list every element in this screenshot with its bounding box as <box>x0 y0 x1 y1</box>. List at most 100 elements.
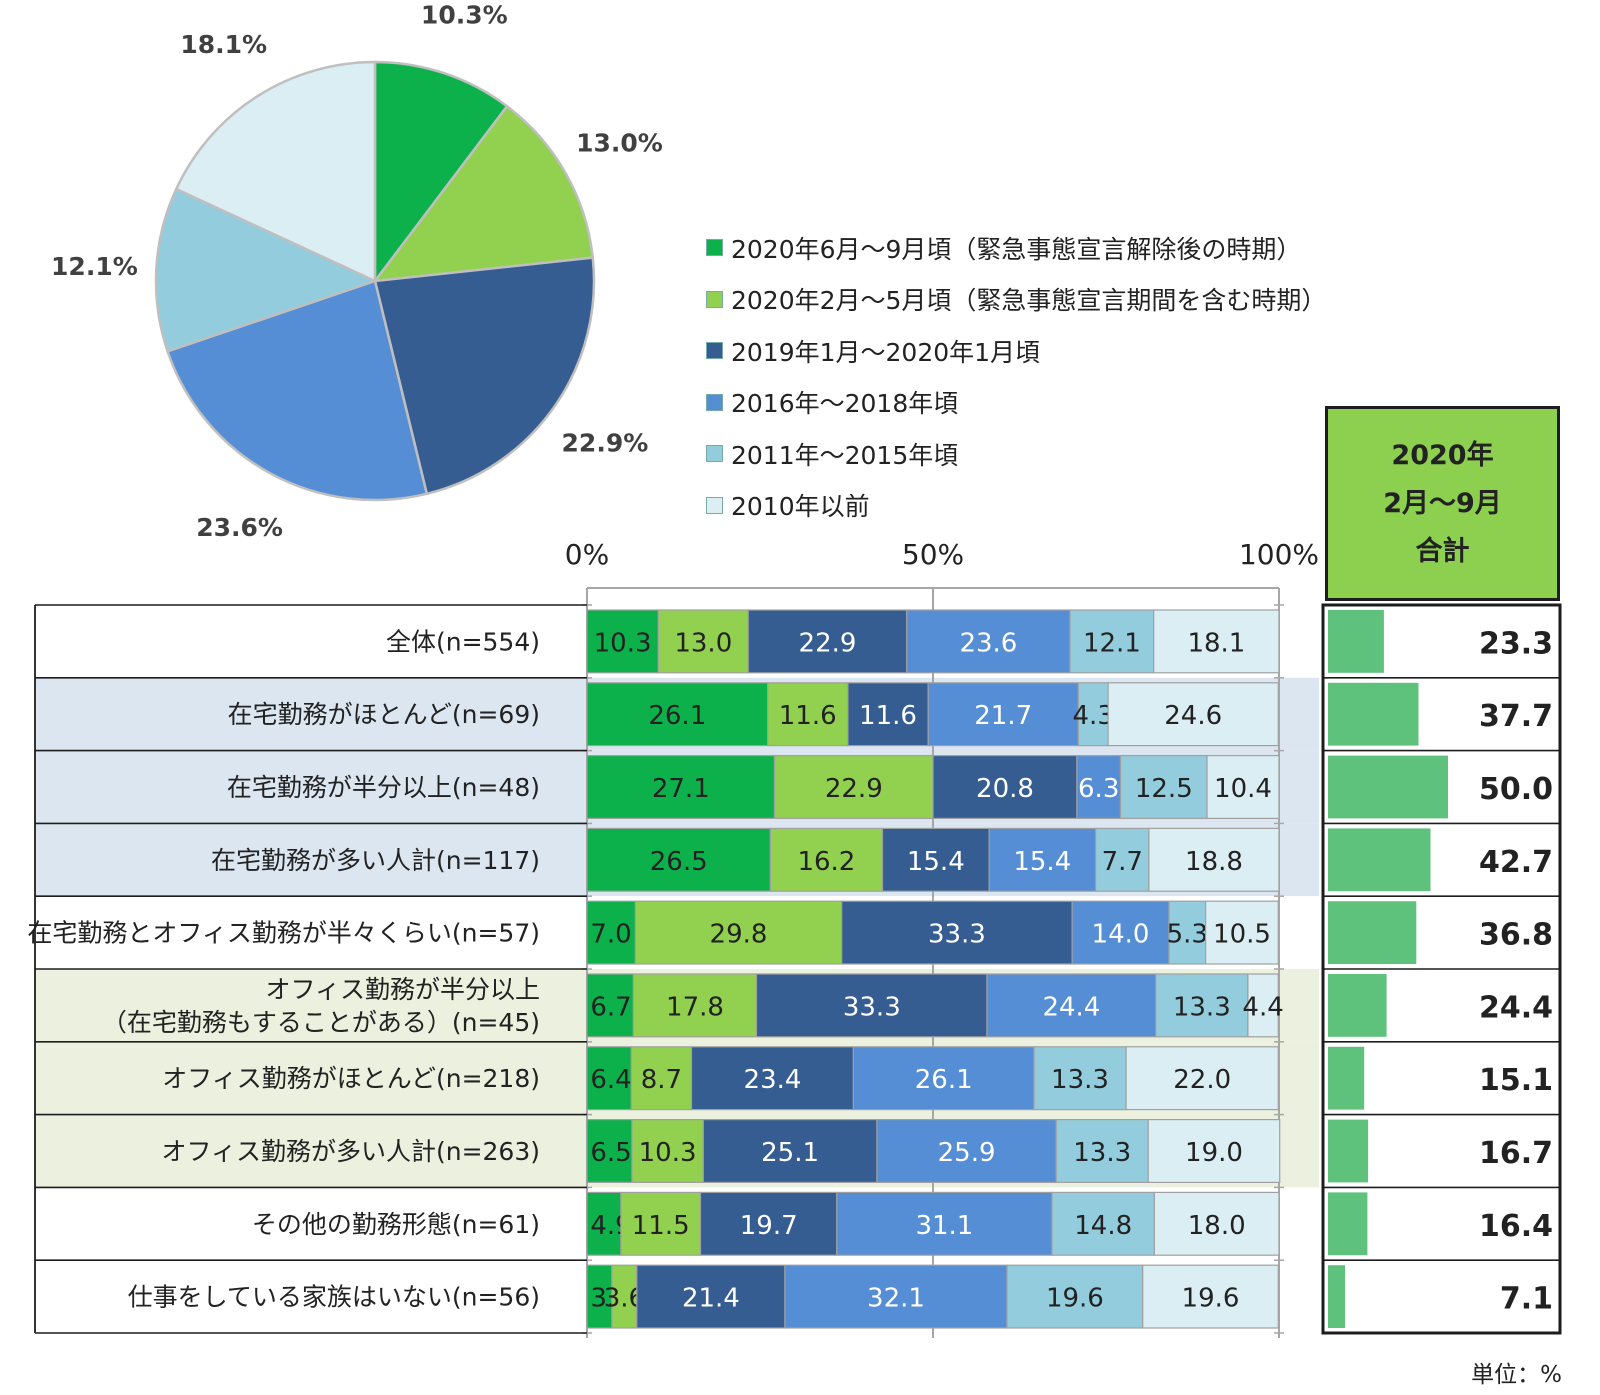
bar-segment <box>1055 1118 1149 1183</box>
legend-label: 2011年～2015年頃 <box>731 440 959 470</box>
pie-label: 23.6% <box>196 513 283 542</box>
bar-segment <box>841 900 1073 965</box>
total-bar <box>1328 1119 1369 1183</box>
total-bar <box>1328 610 1384 673</box>
bar-value-label: 32.1 <box>867 1284 925 1314</box>
total-bar <box>1328 1192 1368 1256</box>
legend-item: 2020年6月～9月頃（緊急事態宣言解除後の時期） <box>706 222 1326 274</box>
bar-value-label: 8.7 <box>641 1065 682 1095</box>
bar-segment <box>690 1046 854 1111</box>
bar-value-label: 26.5 <box>650 847 708 877</box>
total-bar <box>1328 682 1419 746</box>
bar-segment <box>852 1046 1035 1111</box>
total-value-label: 42.7 <box>1479 845 1553 880</box>
legend: 2020年6月～9月頃（緊急事態宣言解除後の時期） 2020年2月～5月頃（緊急… <box>706 222 1326 531</box>
bar-value-label: 10.3 <box>594 628 652 658</box>
bar-segment <box>766 682 849 747</box>
bar-segment <box>1076 754 1122 819</box>
x-tick-label: 0% <box>565 538 609 571</box>
bar-value-label: 14.0 <box>1092 920 1150 950</box>
bar-value-label: 5.3 <box>1167 920 1208 950</box>
category-label: 在宅勤務が半分以上(n=48) <box>227 773 540 802</box>
pie-slice <box>373 256 596 496</box>
bar-segment <box>1033 1046 1127 1111</box>
bar-value-label: 13.3 <box>1073 1138 1131 1168</box>
bar-segment <box>1071 900 1170 965</box>
bar-value-label: 18.8 <box>1185 847 1243 877</box>
bar-segment <box>1148 827 1280 892</box>
bar-value-label: 19.7 <box>740 1211 798 1241</box>
category-label: 全体(n=554) <box>386 627 540 656</box>
bar-segment <box>631 1118 704 1183</box>
bar-value-label: 6.5 <box>590 1138 631 1168</box>
pie-label: 12.1% <box>51 252 138 281</box>
bar-segment <box>1153 1191 1280 1256</box>
bar-value-label: 11.5 <box>632 1211 690 1241</box>
bar-segment <box>586 900 637 965</box>
bar-value-label: 29.8 <box>710 920 768 950</box>
total-value-label: 15.1 <box>1479 1063 1553 1098</box>
total-bar <box>1328 1046 1365 1110</box>
bar-segment <box>906 609 1071 674</box>
category-label: オフィス勤務がほとんど(n=218) <box>162 1064 540 1093</box>
bar-value-label: 22.9 <box>825 774 883 804</box>
total-value-label: 36.8 <box>1479 918 1553 953</box>
total-header-line: 2月～9月 <box>1383 488 1502 519</box>
bar-value-label: 27.1 <box>652 774 710 804</box>
category-label: その他の勤務形態(n=61) <box>252 1210 540 1239</box>
bar-value-label: 24.6 <box>1164 701 1222 731</box>
bar-value-label: 20.8 <box>976 774 1034 804</box>
bar-value-label: 19.6 <box>1046 1284 1104 1314</box>
legend-label: 2016年～2018年頃 <box>731 389 959 419</box>
bar-value-label: 14.8 <box>1074 1211 1132 1241</box>
bar-value-label: 19.6 <box>1182 1284 1240 1314</box>
bar-segment <box>586 1191 622 1256</box>
total-value-label: 37.7 <box>1479 699 1553 734</box>
bar-value-label: 25.9 <box>938 1138 996 1168</box>
total-bar <box>1328 755 1448 819</box>
legend-swatch <box>706 290 723 308</box>
total-column-header: 2020年 2月～9月 合計 <box>1325 406 1560 601</box>
legend-swatch <box>706 239 723 257</box>
bar-segment <box>747 609 908 674</box>
bar-value-label: 10.3 <box>639 1138 697 1168</box>
category-label: 在宅勤務が多い人計(n=117) <box>211 846 540 875</box>
category-label: （在宅勤務もすることがある）(n=45) <box>102 1008 540 1037</box>
bar-segment <box>586 682 769 747</box>
legend-label: 2019年1月～2020年1月頃 <box>731 337 1041 367</box>
bar-segment <box>586 1046 632 1111</box>
pie-slice <box>373 60 509 285</box>
bar-segment <box>1153 609 1280 674</box>
total-value-label: 16.4 <box>1479 1209 1553 1244</box>
category-label: 在宅勤務がほとんど(n=69) <box>228 700 540 729</box>
category-label: 仕事をしている家族はいない(n=56) <box>128 1283 540 1312</box>
bar-value-label: 19.0 <box>1185 1138 1243 1168</box>
bar-value-label: 18.0 <box>1188 1211 1246 1241</box>
legend-label: 2020年2月～5月頃（緊急事態宣言期間を含む時期） <box>731 286 1327 316</box>
bar-segment <box>630 1046 693 1111</box>
bar-segment <box>620 1191 702 1256</box>
bar-value-label: 13.0 <box>674 628 732 658</box>
bar-value-label: 24.4 <box>1042 992 1100 1022</box>
bar-segment <box>927 682 1080 747</box>
total-value-label: 24.4 <box>1479 990 1553 1025</box>
bar-value-label: 13.3 <box>1173 992 1231 1022</box>
bar-segment <box>1094 827 1150 892</box>
bar-segment <box>1155 973 1249 1038</box>
bar-segment <box>657 609 749 674</box>
pie-label: 22.9% <box>562 429 649 458</box>
legend-swatch <box>706 342 723 360</box>
bar-segment <box>773 754 934 819</box>
bar-value-label: 7.0 <box>590 920 631 950</box>
bar-value-label: 12.1 <box>1083 628 1141 658</box>
bar-value-label: 17.8 <box>666 992 724 1022</box>
legend-item: 2011年～2015年頃 <box>706 428 1326 480</box>
unit-label: 単位：% <box>1471 1362 1562 1388</box>
bar-segment <box>1107 682 1279 747</box>
category-label: 在宅勤務とオフィス勤務が半々くらい(n=57) <box>27 919 540 948</box>
bar-segment <box>586 973 635 1038</box>
legend-label: 2020年6月～9月頃（緊急事態宣言解除後の時期） <box>731 234 1302 264</box>
pie-slice <box>372 104 595 283</box>
bar-value-label: 10.5 <box>1213 920 1271 950</box>
bar-segment <box>1168 900 1207 965</box>
